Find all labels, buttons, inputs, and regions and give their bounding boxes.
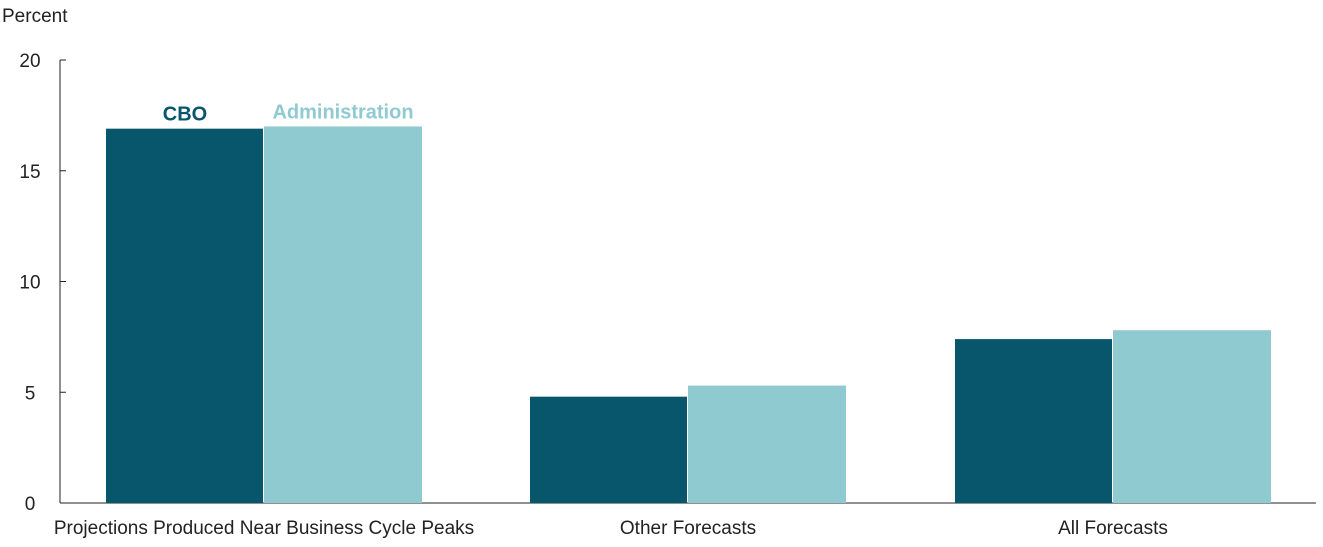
y-axis-unit-label: Percent [2,6,68,27]
x-category-label: Other Forecasts [620,518,756,539]
legend-label-administration: Administration [272,101,413,123]
bar-administration-1 [264,126,422,503]
x-category-label: All Forecasts [1058,518,1168,539]
y-tick-label: 0 [25,494,36,515]
bar-administration-3 [1113,330,1271,503]
y-tick-label: 10 [19,273,40,294]
bar-cbo-2 [530,396,687,503]
y-tick-label: 20 [19,51,40,72]
y-tick-label: 5 [25,383,36,404]
bar-cbo-1 [106,128,263,504]
bar-cbo-3 [955,339,1112,503]
legend-label-cbo: CBO [163,104,207,126]
x-category-label: Projections Produced Near Business Cycle… [54,518,474,539]
y-tick-label: 15 [19,162,40,183]
bar-administration-2 [688,385,846,503]
